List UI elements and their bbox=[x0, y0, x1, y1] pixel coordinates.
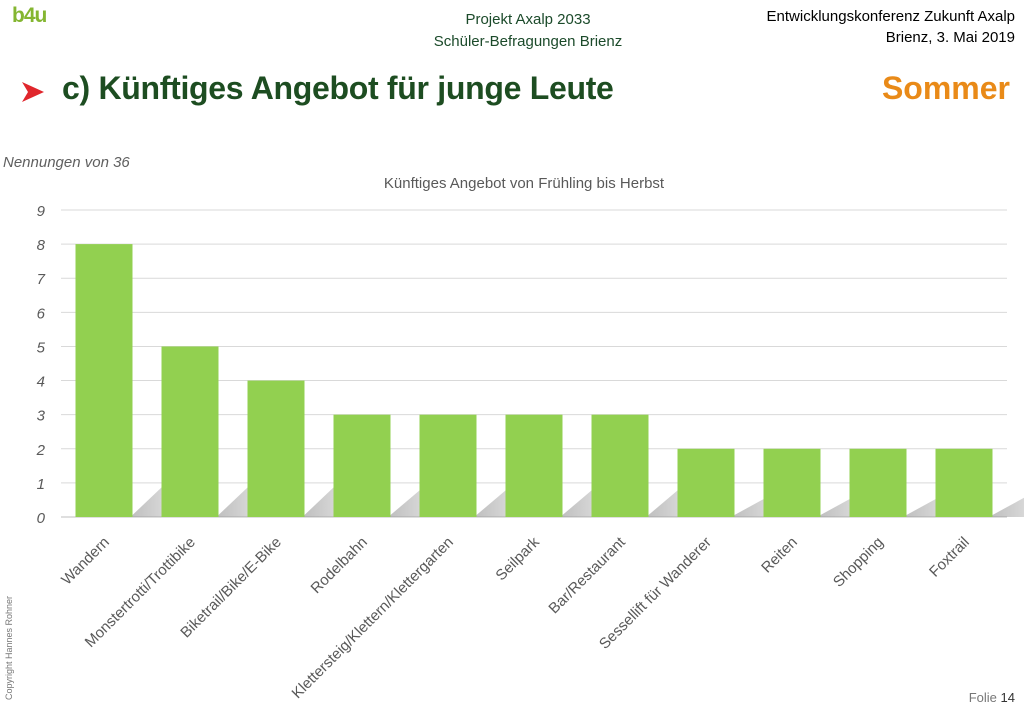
x-tick-label: Foxtrail bbox=[926, 534, 973, 581]
bar bbox=[419, 414, 477, 517]
x-tick-label: Bar/Restaurant bbox=[545, 533, 629, 617]
project-title: Projekt Axalp 2033 bbox=[465, 11, 591, 28]
mentions-note: Nennungen von 36 bbox=[3, 154, 130, 171]
y-tick-label: 0 bbox=[37, 510, 46, 527]
x-tick-label: Wandern bbox=[58, 534, 113, 589]
bar bbox=[333, 414, 391, 517]
arrow-bullet-icon bbox=[22, 82, 44, 102]
bar bbox=[591, 414, 649, 517]
bar bbox=[75, 244, 133, 517]
slide-number: Folie 14 bbox=[969, 690, 1015, 705]
bar bbox=[849, 448, 907, 517]
slide-title: c) Künftiges Angebot für junge Leute bbox=[62, 70, 614, 106]
conference-date: Brienz, 3. Mai 2019 bbox=[885, 29, 1015, 46]
x-tick-label: Klettersteig/Klettern/Klettergarten bbox=[289, 534, 457, 702]
y-tick-label: 6 bbox=[37, 305, 46, 322]
x-tick-label: Rodelbahn bbox=[307, 534, 370, 597]
y-tick-label: 5 bbox=[37, 339, 46, 356]
conference-title: Entwicklungskonferenz Zukunft Axalp bbox=[766, 8, 1015, 25]
conference-header: Entwicklungskonferenz Zukunft Axalp Brie… bbox=[767, 6, 1015, 48]
bar bbox=[247, 380, 305, 517]
y-tick-label: 2 bbox=[36, 442, 46, 459]
chart-title: Künftiges Angebot von Frühling bis Herbs… bbox=[384, 175, 665, 192]
y-tick-label: 3 bbox=[37, 408, 46, 425]
y-tick-label: 9 bbox=[37, 203, 46, 220]
y-tick-label: 4 bbox=[37, 374, 45, 391]
season-label: Sommer bbox=[881, 70, 1010, 106]
y-tick-label: 8 bbox=[37, 237, 46, 254]
y-tick-label: 1 bbox=[37, 476, 45, 493]
b4u-logo: b4u bbox=[12, 4, 47, 27]
project-subtitle: Schüler-Befragungen Brienz bbox=[433, 33, 623, 50]
y-tick-label: 7 bbox=[37, 271, 46, 288]
x-tick-label: Reiten bbox=[758, 534, 801, 577]
x-tick-label: Seilpark bbox=[492, 533, 543, 584]
bar bbox=[505, 414, 563, 517]
bar bbox=[763, 448, 821, 517]
copyright-note: Copyright Hannes Rohner bbox=[4, 595, 14, 700]
bar bbox=[677, 448, 735, 517]
folio-label: Folie bbox=[968, 690, 997, 705]
bar-shadow bbox=[992, 497, 1024, 517]
folio-number: 14 bbox=[1000, 690, 1015, 705]
x-tick-label: Shopping bbox=[830, 534, 887, 591]
bar bbox=[161, 346, 219, 517]
bar bbox=[935, 448, 993, 517]
project-header: Projekt Axalp 2033 Schüler-Befragungen B… bbox=[400, 9, 656, 53]
